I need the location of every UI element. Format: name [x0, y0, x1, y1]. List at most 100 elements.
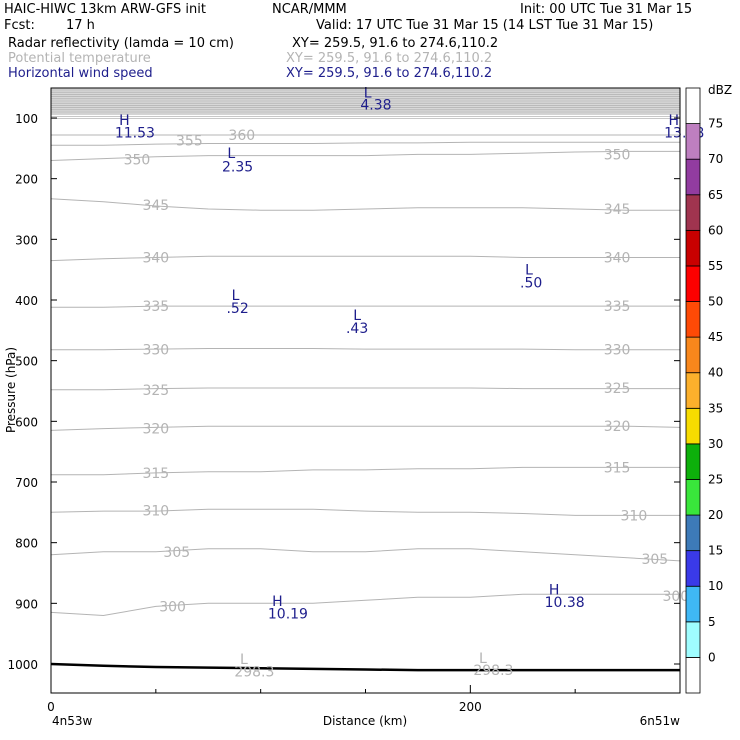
wind-label: 10.38: [545, 595, 585, 611]
y-tick-label: 400: [15, 294, 38, 308]
colorbar-level-label: 65: [708, 188, 723, 202]
colorbar-level-label: 45: [708, 330, 723, 344]
theta-label: 350: [604, 147, 631, 163]
colorbar-swatch: [685, 479, 701, 516]
wind-label: L: [353, 308, 361, 324]
wind-label: .50: [520, 275, 542, 291]
colorbar-level-label: 75: [708, 117, 723, 131]
theta-label: 325: [142, 383, 169, 399]
theta-label: 310: [142, 504, 169, 520]
y-axis-label: Pressure (hPa): [4, 347, 18, 433]
x-axis-label: Distance (km): [323, 714, 407, 728]
theta-label: 298.3: [234, 664, 274, 680]
wind-label: 10.19: [268, 607, 308, 623]
field-theta-name: Potential temperature: [8, 51, 151, 66]
colorbar-level-label: 25: [708, 472, 723, 486]
theta-label: 325: [604, 381, 631, 397]
plot-frame: [50, 87, 681, 694]
colorbar-level-label: 15: [708, 544, 723, 558]
theta-contour-320: [50, 425, 681, 431]
model-title: HAIC-HIWC 13km ARW-GFS init: [4, 2, 206, 17]
colorbar-level-label: 5: [708, 615, 716, 629]
theta-contour-350: [50, 150, 680, 161]
theta-label: 305: [641, 552, 668, 568]
theta-contour-345: [50, 198, 680, 211]
y-tick-label: 1000: [7, 658, 38, 672]
wind-label: H: [272, 594, 283, 610]
colorbar-swatch: [685, 550, 701, 587]
wind-label: L: [227, 146, 235, 162]
field-wind-name: Horizontal wind speed: [8, 66, 153, 81]
colorbar-level-label: 60: [708, 223, 723, 237]
x-right-location: 6n51w: [640, 714, 681, 728]
colorbar-level-label: 70: [708, 152, 723, 166]
init-time: Init: 00 UTC Tue 31 Mar 15: [520, 2, 693, 17]
x-tick-label: 0: [47, 700, 55, 714]
valid-time: Valid: 17 UTC Tue 31 Mar 15 (14 LST Tue …: [316, 18, 654, 33]
x-tick-label: 200: [459, 700, 482, 714]
wind-label: H: [549, 582, 560, 598]
theta-label: 335: [142, 299, 169, 315]
colorbar-swatch: [685, 123, 701, 160]
theta-label: 310: [621, 508, 648, 524]
wind-label: .43: [346, 321, 368, 337]
y-tick-label: 700: [15, 476, 38, 490]
forecast-label: Fcst:: [4, 18, 35, 33]
theta-label: L: [240, 652, 248, 668]
theta-contour-300: [50, 593, 680, 617]
theta-label: 350: [124, 152, 151, 168]
theta-label: 300: [159, 599, 186, 615]
theta-contour-340: [50, 255, 680, 262]
theta-contour-330: [51, 348, 680, 351]
wind-label: L: [232, 288, 240, 304]
theta-contour-305: [50, 548, 681, 562]
theta-contour-315: [51, 466, 680, 476]
theta-contour-325: [51, 387, 680, 391]
colorbar-level-label: 35: [708, 401, 723, 415]
theta-label: 315: [604, 460, 631, 476]
field-theta-xy: XY= 259.5, 91.6 to 274.6,110.2: [286, 51, 493, 66]
theta-label: 298.3: [473, 663, 513, 679]
field-reflectivity-xy: XY= 259.5, 91.6 to 274.6,110.2: [292, 36, 499, 51]
wind-label: H: [119, 113, 130, 129]
y-tick-label: 900: [15, 597, 38, 611]
wind-label: L: [364, 86, 372, 102]
y-tick-label: 300: [15, 233, 38, 247]
colorbar-swatch: [685, 621, 701, 658]
y-tick-label: 200: [15, 173, 38, 187]
y-tick-label: 500: [15, 355, 38, 369]
theta-label: 300: [662, 589, 689, 605]
theta-contour-310: [50, 508, 680, 516]
colorbar-swatch: [685, 514, 701, 552]
theta-label: 330: [142, 343, 169, 359]
theta-label: 315: [142, 466, 169, 482]
colorbar-swatch: [685, 585, 701, 623]
colorbar-level-label: 50: [708, 295, 723, 309]
y-tick-label: 800: [15, 537, 38, 551]
colorbar-level-label: 20: [708, 508, 723, 522]
organization: NCAR/MMM: [272, 2, 347, 17]
theta-label: L: [479, 651, 487, 667]
wind-label: H: [668, 113, 679, 129]
colorbar-swatch: [685, 265, 701, 302]
wind-label: L: [525, 263, 533, 279]
colorbar-level-label: 10: [708, 579, 723, 593]
colorbar-swatch: [685, 407, 701, 445]
theta-label: 320: [142, 422, 169, 438]
wind-label: 4.38: [360, 98, 391, 114]
theta-label: 305: [163, 545, 190, 561]
theta-label: 320: [604, 419, 631, 435]
theta-label: 345: [604, 202, 631, 218]
field-reflectivity-name: Radar reflectivity (lamda = 10 cm): [8, 36, 234, 51]
colorbar-unit: dBZ: [708, 83, 732, 97]
theta-label: 340: [142, 251, 169, 267]
forecast-hour: 17 h: [66, 18, 95, 33]
colorbar-swatch: [685, 301, 701, 338]
colorbar-swatch: [685, 158, 701, 196]
colorbar-level-label: 30: [708, 437, 723, 451]
theta-label: 355: [176, 133, 203, 149]
colorbar-swatch: [685, 372, 701, 409]
colorbar-swatch: [685, 229, 701, 267]
theta-label: 340: [604, 251, 631, 267]
